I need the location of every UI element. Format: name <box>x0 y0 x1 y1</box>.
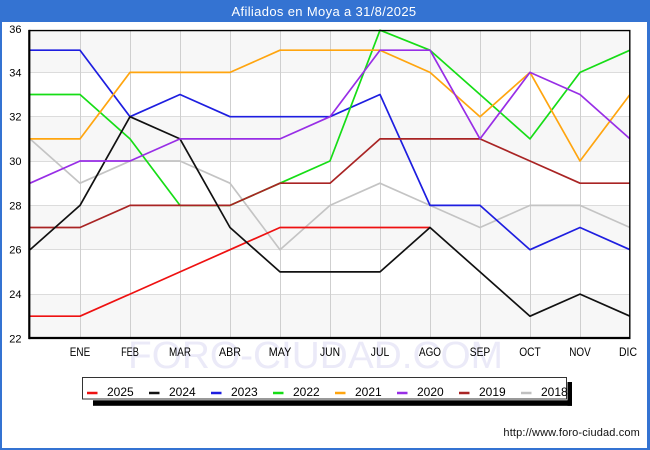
svg-text:34: 34 <box>9 67 21 79</box>
svg-text:DIC: DIC <box>619 345 637 359</box>
svg-text:FEB: FEB <box>121 345 139 359</box>
svg-text:22: 22 <box>9 333 21 345</box>
svg-text:2021: 2021 <box>355 385 382 399</box>
svg-text:MAY: MAY <box>269 345 292 359</box>
svg-text:ENE: ENE <box>70 345 90 359</box>
svg-text:2018: 2018 <box>541 385 568 399</box>
svg-text:24: 24 <box>9 289 21 301</box>
svg-text:Afiliados en Moya a 31/8/2025: Afiliados en Moya a 31/8/2025 <box>231 4 416 19</box>
svg-text:http://www.foro-ciudad.com: http://www.foro-ciudad.com <box>503 427 640 439</box>
svg-text:JUN: JUN <box>320 345 340 359</box>
svg-text:FORO-CIUDAD.COM: FORO-CIUDAD.COM <box>128 335 503 377</box>
svg-text:28: 28 <box>9 200 21 212</box>
svg-text:JUL: JUL <box>371 345 390 359</box>
svg-text:SEP: SEP <box>470 345 491 359</box>
svg-text:2022: 2022 <box>293 385 320 399</box>
svg-text:2023: 2023 <box>231 385 258 399</box>
svg-text:26: 26 <box>9 245 21 257</box>
svg-text:2019: 2019 <box>479 385 506 399</box>
svg-text:NOV: NOV <box>569 345 591 359</box>
svg-text:2020: 2020 <box>417 385 444 399</box>
svg-text:2025: 2025 <box>107 385 134 399</box>
svg-text:AGO: AGO <box>419 345 441 359</box>
svg-text:30: 30 <box>9 156 21 168</box>
svg-text:36: 36 <box>9 24 21 36</box>
svg-text:ABR: ABR <box>219 345 241 359</box>
svg-text:32: 32 <box>9 112 21 124</box>
svg-text:MAR: MAR <box>169 345 191 359</box>
svg-text:OCT: OCT <box>519 345 541 359</box>
svg-text:2024: 2024 <box>169 385 196 399</box>
